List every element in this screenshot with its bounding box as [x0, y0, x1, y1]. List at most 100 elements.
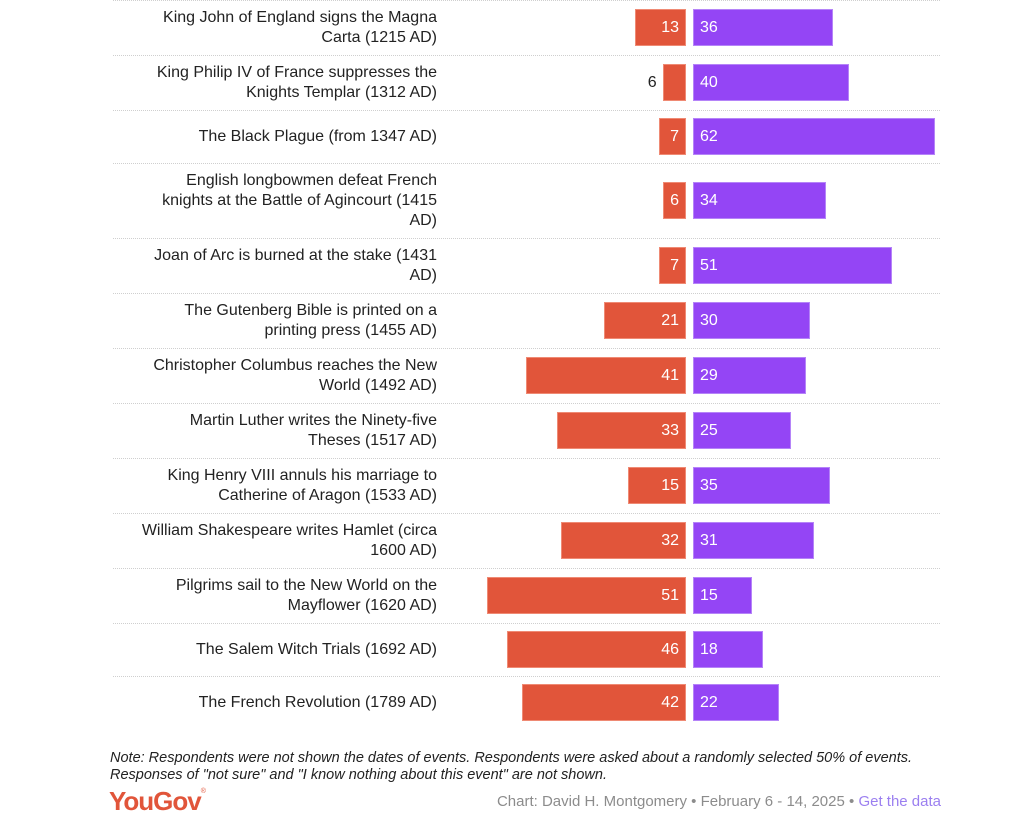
registered-mark: ®: [200, 788, 206, 795]
bar-red-value-label: 41: [661, 367, 679, 384]
yougov-logo: YouGov®: [109, 786, 206, 817]
footnote: Note: Respondents were not shown the dat…: [110, 750, 913, 783]
category-label: King John of England signs the Magna Cart…: [113, 8, 437, 48]
bar-red: [662, 64, 686, 101]
bar-red-value-label: 7: [670, 128, 679, 145]
bar-purple-value-label: 36: [700, 19, 718, 36]
bar-red-value-label: 32: [661, 532, 679, 549]
category-label-line: The Salem Witch Trials (1692 AD): [196, 640, 437, 658]
row-divider: [113, 458, 940, 459]
bar-red: [487, 577, 686, 614]
category-label: The Salem Witch Trials (1692 AD): [113, 640, 437, 660]
row-divider: [113, 110, 940, 111]
category-label-line: Joan of Arc is burned at the stake (1431: [154, 246, 437, 264]
chart-row: Pilgrims sail to the New World on the May…: [113, 568, 940, 623]
chart-row: Joan of Arc is burned at the stake (1431…: [113, 238, 940, 293]
bar-purple-value-label: 35: [700, 477, 718, 494]
bar-red: [662, 182, 686, 219]
bar-purple: [693, 467, 830, 504]
category-label-line: Christopher Columbus reaches the New: [153, 356, 437, 374]
bar-red: [635, 9, 686, 46]
bar-purple: [693, 9, 834, 46]
category-label-line: 1600 AD): [370, 541, 437, 559]
logo-text: YouGov: [109, 786, 202, 816]
bar-purple-value-label: 30: [700, 312, 718, 329]
category-label: Christopher Columbus reaches the New Worl…: [113, 356, 437, 396]
row-divider: [113, 403, 940, 404]
category-label-line: Martin Luther writes the Ninety-five: [189, 411, 437, 429]
category-label-line: Knights Templar (1312 AD): [246, 83, 437, 101]
row-divider: [113, 0, 940, 1]
row-divider: [113, 568, 940, 569]
bar-red: [658, 247, 686, 284]
chart-credit: Chart: David H. Montgomery • February 6 …: [497, 793, 941, 810]
category-label-line: The Gutenberg Bible is printed on a: [184, 301, 437, 319]
bar-purple: [693, 357, 807, 394]
bar-red: [557, 412, 686, 449]
category-label-line: The French Revolution (1789 AD): [198, 693, 437, 711]
bar-purple-value-label: 22: [700, 694, 718, 711]
category-label-line: King John of England signs the Magna: [163, 8, 437, 26]
bar-purple-value-label: 15: [700, 587, 718, 604]
chart-row: English longbowmen defeat French knights …: [113, 163, 940, 238]
bar-red-value-label: 7: [670, 257, 679, 274]
bar-purple-value-label: 18: [700, 641, 718, 658]
category-label-line: Mayflower (1620 AD): [287, 596, 437, 614]
chart-row: The Gutenberg Bible is printed on a print…: [113, 293, 940, 348]
category-label: Pilgrims sail to the New World on the May…: [113, 576, 437, 616]
get-the-data-link[interactable]: Get the data: [858, 793, 941, 810]
row-divider: [113, 55, 940, 56]
bar-purple-value-label: 25: [700, 422, 718, 439]
bar-purple: [693, 302, 810, 339]
category-label: The Black Plague (from 1347 AD): [113, 127, 437, 147]
category-label: Joan of Arc is burned at the stake (1431…: [113, 246, 437, 286]
chart-row: Christopher Columbus reaches the New Worl…: [113, 348, 940, 403]
diverging-bar-chart: King John of England signs the Magna Cart…: [113, 0, 940, 729]
bar-red: [627, 467, 686, 504]
category-label-line: AD): [409, 266, 437, 284]
chart-row: King John of England signs the Magna Cart…: [113, 0, 940, 55]
bar-red: [522, 684, 686, 721]
category-label-line: King Henry VIII annuls his marriage to: [167, 466, 437, 484]
category-label: King Henry VIII annuls his marriage to Ca…: [113, 466, 437, 506]
credit-text: Chart: David H. Montgomery • February 6 …: [496, 793, 859, 810]
bar-red: [561, 522, 686, 559]
bar-red-value-label: 6: [647, 74, 657, 91]
chart-row: The Salem Witch Trials (1692 AD) 46 18: [113, 623, 940, 676]
bar-red: [506, 631, 686, 668]
bar-purple-value-label: 51: [700, 257, 718, 274]
chart-row: King Philip IV of France suppresses the K…: [113, 55, 940, 110]
category-label-line: World (1492 AD): [319, 376, 437, 394]
category-label-line: printing press (1455 AD): [264, 321, 437, 339]
bar-purple: [693, 182, 826, 219]
chart-row: William Shakespeare writes Hamlet (circa…: [113, 513, 940, 568]
row-divider: [113, 623, 940, 624]
bar-red-value-label: 33: [661, 422, 679, 439]
category-label-line: Pilgrims sail to the New World on the: [175, 576, 437, 594]
bar-purple-value-label: 62: [700, 128, 718, 145]
category-label-line: Theses (1517 AD): [308, 431, 437, 449]
row-divider: [113, 293, 940, 294]
bar-red-value-label: 13: [661, 19, 679, 36]
category-label-line: King Philip IV of France suppresses the: [156, 63, 437, 81]
bar-red: [604, 302, 686, 339]
category-label: The Gutenberg Bible is printed on a print…: [113, 301, 437, 341]
bar-purple-value-label: 34: [700, 192, 718, 209]
chart-row: The French Revolution (1789 AD) 42 22: [113, 676, 940, 729]
bar-purple: [693, 577, 752, 614]
bar-red-value-label: 6: [670, 192, 679, 209]
row-divider: [113, 348, 940, 349]
bar-purple-value-label: 29: [700, 367, 718, 384]
bar-purple: [693, 522, 814, 559]
category-label-line: William Shakespeare writes Hamlet (circa: [141, 521, 437, 539]
bar-red-value-label: 42: [661, 694, 679, 711]
bar-red-value-label: 21: [661, 312, 679, 329]
category-label: King Philip IV of France suppresses the K…: [113, 63, 437, 103]
bar-purple: [693, 684, 779, 721]
bar-red: [526, 357, 686, 394]
category-label-line: Carta (1215 AD): [321, 28, 437, 46]
row-divider: [113, 676, 940, 677]
chart-row: Martin Luther writes the Ninety-five Thes…: [113, 403, 940, 458]
bar-purple: [693, 64, 849, 101]
category-label-line: AD): [409, 211, 437, 229]
